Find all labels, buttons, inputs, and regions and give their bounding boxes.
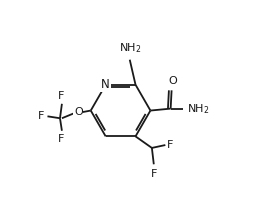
Text: F: F bbox=[167, 140, 173, 150]
Text: NH$_2$: NH$_2$ bbox=[187, 102, 209, 115]
Text: F: F bbox=[58, 91, 64, 101]
Text: F: F bbox=[58, 134, 64, 144]
Text: NH$_2$: NH$_2$ bbox=[119, 41, 142, 55]
Text: N: N bbox=[101, 78, 110, 91]
Text: F: F bbox=[151, 168, 157, 179]
Text: O: O bbox=[168, 76, 177, 86]
Text: O: O bbox=[74, 108, 83, 117]
Text: F: F bbox=[38, 111, 45, 121]
